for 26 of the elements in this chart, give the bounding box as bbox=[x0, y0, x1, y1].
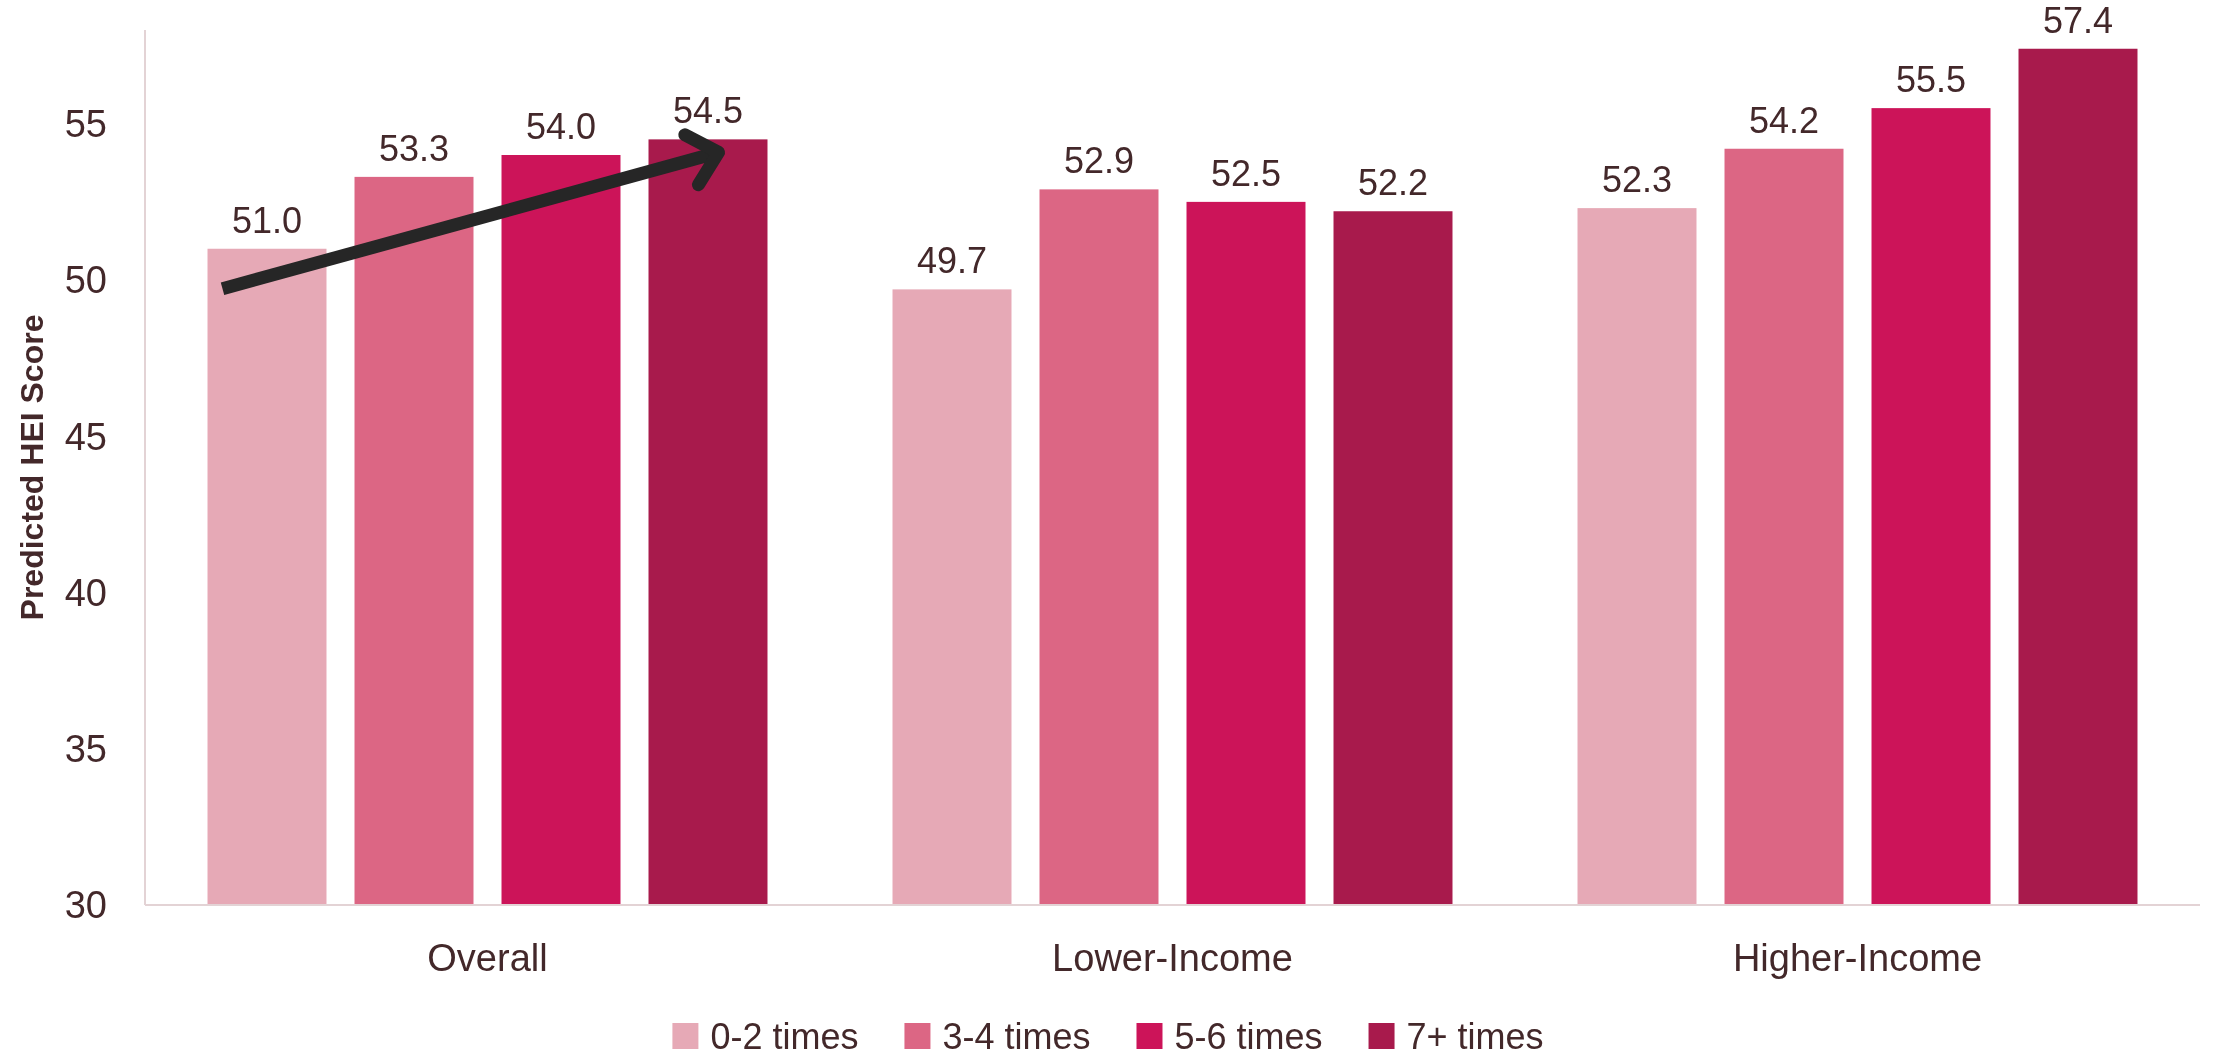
y-tick-label: 55 bbox=[64, 103, 107, 146]
data-label: 52.5 bbox=[1210, 152, 1282, 194]
x-tick-label: Lower-Income bbox=[1052, 937, 1293, 980]
x-tick-label: Higher-Income bbox=[1732, 937, 1983, 980]
legend-label: 3-4 times bbox=[942, 1015, 1091, 1057]
data-label: 54.0 bbox=[525, 106, 597, 147]
data-label: 57.4 bbox=[2042, 0, 2114, 41]
data-label: 52.2 bbox=[1357, 162, 1429, 204]
data-label: 51.0 bbox=[231, 199, 303, 241]
data-label: 53.3 bbox=[378, 127, 450, 169]
data-label: 52.9 bbox=[1063, 140, 1135, 182]
legend-label: 5-6 times bbox=[1174, 1015, 1323, 1057]
y-axis-title: Predicted HEI Score bbox=[14, 314, 51, 621]
data-label: 55.5 bbox=[1895, 59, 1967, 101]
y-tick-label: 50 bbox=[64, 259, 107, 302]
y-tick-label: 40 bbox=[64, 571, 107, 614]
data-label: 49.7 bbox=[916, 240, 988, 282]
x-tick-label: Overall bbox=[427, 937, 548, 980]
y-tick-label: 45 bbox=[64, 415, 107, 458]
data-label: 52.3 bbox=[1601, 159, 1673, 201]
legend-label: 7+ times bbox=[1406, 1015, 1544, 1057]
data-label: 54.2 bbox=[1748, 99, 1820, 141]
legend-label: 0-2 times bbox=[710, 1015, 859, 1057]
y-tick-label: 35 bbox=[64, 728, 107, 771]
data-label: 54.5 bbox=[672, 90, 744, 132]
y-tick-label: 30 bbox=[64, 884, 107, 927]
